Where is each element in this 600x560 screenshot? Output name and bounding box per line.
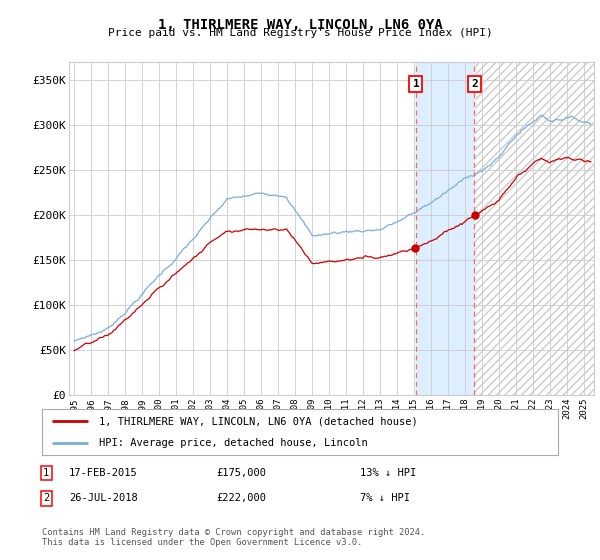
Text: 17-FEB-2015: 17-FEB-2015 <box>69 468 138 478</box>
Text: 26-JUL-2018: 26-JUL-2018 <box>69 493 138 503</box>
Text: 13% ↓ HPI: 13% ↓ HPI <box>360 468 416 478</box>
Text: 1: 1 <box>43 468 49 478</box>
Bar <box>475 62 594 395</box>
Text: Contains HM Land Registry data © Crown copyright and database right 2024.
This d: Contains HM Land Registry data © Crown c… <box>42 528 425 547</box>
Bar <box>416 62 475 395</box>
Text: 2: 2 <box>43 493 49 503</box>
Text: 2: 2 <box>471 79 478 89</box>
Text: HPI: Average price, detached house, Lincoln: HPI: Average price, detached house, Linc… <box>99 438 368 448</box>
Text: 1, THIRLMERE WAY, LINCOLN, LN6 0YA (detached house): 1, THIRLMERE WAY, LINCOLN, LN6 0YA (deta… <box>99 416 418 426</box>
Text: £175,000: £175,000 <box>216 468 266 478</box>
Text: 7% ↓ HPI: 7% ↓ HPI <box>360 493 410 503</box>
Text: 1: 1 <box>413 79 419 89</box>
Text: £222,000: £222,000 <box>216 493 266 503</box>
Bar <box>475 62 594 395</box>
Text: 1, THIRLMERE WAY, LINCOLN, LN6 0YA: 1, THIRLMERE WAY, LINCOLN, LN6 0YA <box>158 18 442 32</box>
Text: Price paid vs. HM Land Registry's House Price Index (HPI): Price paid vs. HM Land Registry's House … <box>107 28 493 38</box>
